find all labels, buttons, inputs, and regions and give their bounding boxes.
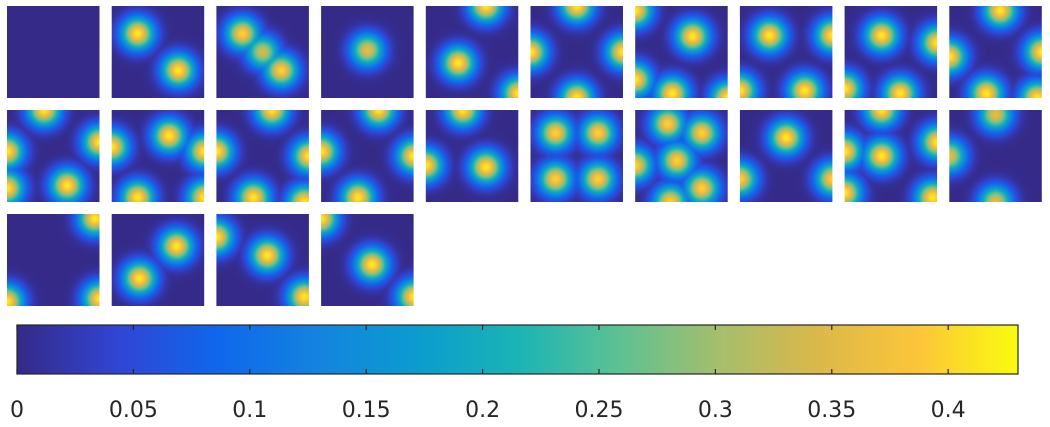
heatmap-panel-6 xyxy=(530,6,623,98)
heatmap-panel-19 xyxy=(844,110,938,202)
heatmap-panel-12 xyxy=(111,110,205,202)
colorbar-tick-label-0: 0 xyxy=(10,398,24,423)
heatmap-panel-13 xyxy=(216,110,309,202)
heatmap-panel-1 xyxy=(7,6,100,98)
colorbar-gradient xyxy=(16,324,1019,375)
heatmap-panel-23 xyxy=(216,214,309,306)
heatmap-panel-16 xyxy=(530,110,623,202)
heatmap-panel-15 xyxy=(425,110,519,202)
heatmap-panel-17 xyxy=(635,110,728,202)
heatmap-panel-10 xyxy=(949,6,1042,98)
heatmap-panel-4 xyxy=(321,6,414,98)
heatmap-panel-21 xyxy=(7,214,100,306)
heatmap-panel-14 xyxy=(321,110,414,202)
colorbar-tick-labels: 0 0.05 0.1 0.15 0.2 0.25 0.3 0.35 0.4 xyxy=(10,398,966,423)
heatmap-panel-22 xyxy=(111,214,205,306)
heatmap-panel-5 xyxy=(425,6,519,98)
heatmap-panels xyxy=(7,6,1042,306)
heatmap-panel-8 xyxy=(739,6,833,98)
heatmap-panel-18 xyxy=(739,110,833,202)
colorbar: 0 0.05 0.1 0.15 0.2 0.25 0.3 0.35 0.4 xyxy=(10,324,1019,423)
heatmap-panel-24 xyxy=(321,214,414,306)
heatmap-panel-3 xyxy=(216,6,309,98)
colorbar-tick-label-4: 0.2 xyxy=(465,398,500,423)
colorbar-tick-label-2: 0.1 xyxy=(232,398,267,423)
colorbar-tick-label-6: 0.3 xyxy=(698,398,733,423)
colorbar-tick-label-7: 0.35 xyxy=(807,398,856,423)
heatmap-panel-7 xyxy=(635,6,728,98)
heatmap-panel-11 xyxy=(7,110,100,202)
colorbar-tick-label-3: 0.15 xyxy=(342,398,391,423)
heatmap-panel-2 xyxy=(111,6,205,98)
colorbar-tick-label-1: 0.05 xyxy=(109,398,158,423)
heatmap-panel-20 xyxy=(949,110,1042,202)
colorbar-tick-label-8: 0.4 xyxy=(931,398,966,423)
heatmap-panel-9 xyxy=(844,6,938,98)
colorbar-tick-label-5: 0.25 xyxy=(574,398,623,423)
colorbar-ticks xyxy=(16,325,949,374)
